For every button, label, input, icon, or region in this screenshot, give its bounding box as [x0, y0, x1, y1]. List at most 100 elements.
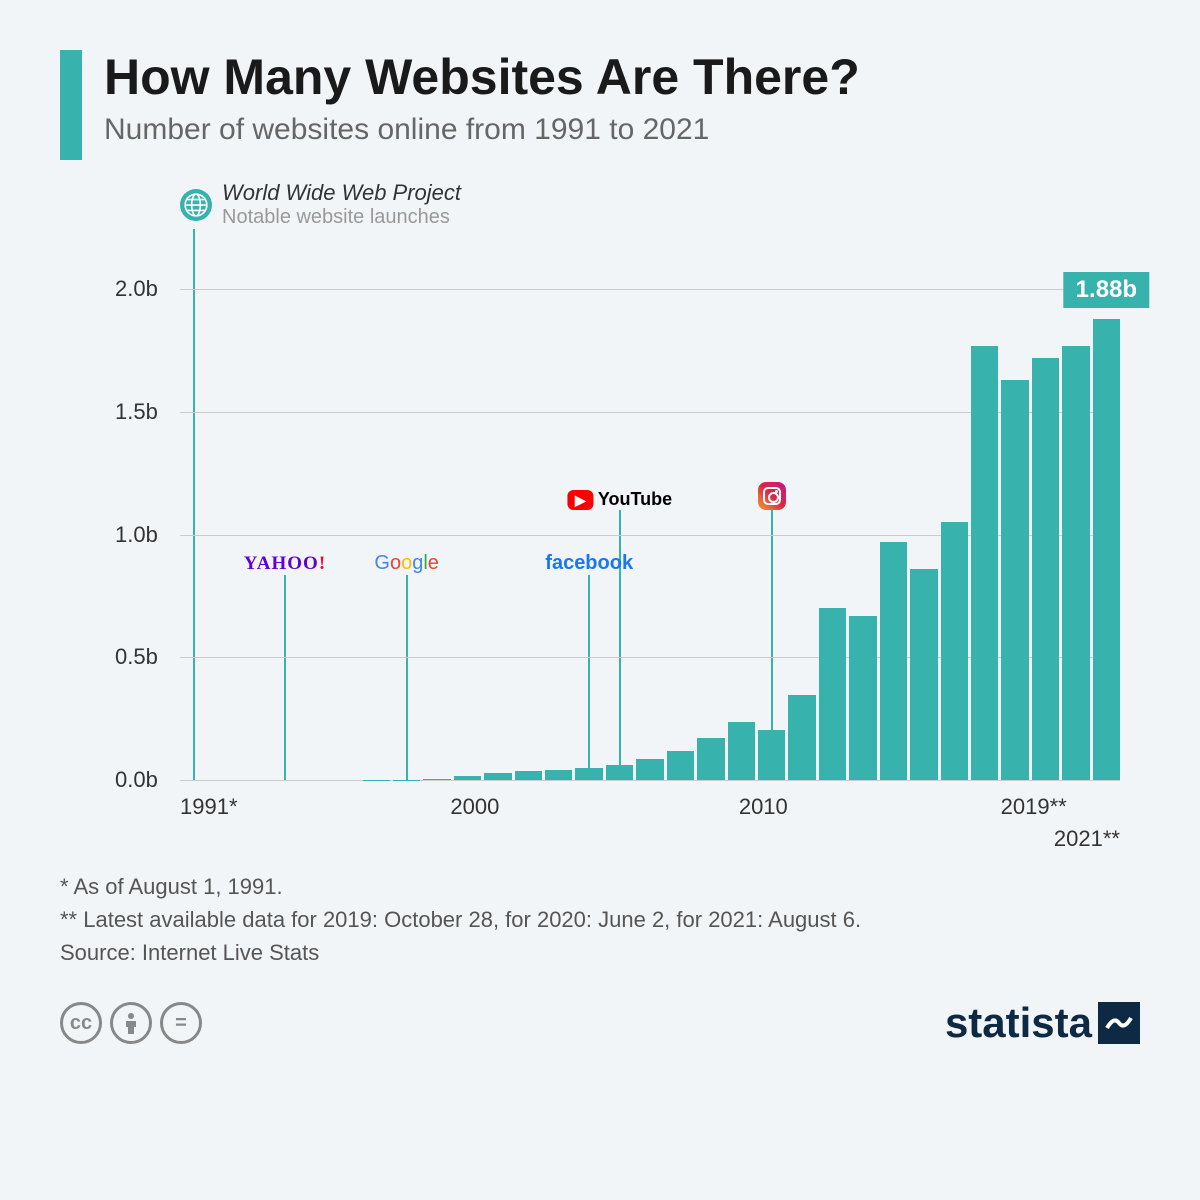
bar-2002	[515, 240, 542, 780]
legend-sub: Notable website launches	[222, 206, 461, 229]
x-tick	[894, 794, 921, 820]
footnote-1: * As of August 1, 1991.	[60, 870, 1140, 903]
bar-1999	[423, 240, 450, 780]
by-icon	[110, 1002, 152, 1044]
bar	[1032, 358, 1059, 780]
bar	[454, 776, 481, 780]
cc-icon: cc	[60, 1002, 102, 1044]
google-line	[406, 575, 408, 780]
footnote-3: Source: Internet Live Stats	[60, 936, 1140, 969]
x-tick	[579, 794, 606, 820]
x-tick	[974, 794, 1001, 820]
x-tick: 2010	[739, 794, 788, 820]
x-tick	[659, 794, 686, 820]
chart-title: How Many Websites Are There?	[104, 50, 860, 105]
bar-2005: ▶YouTube	[606, 240, 633, 780]
bar-2020	[1062, 240, 1089, 780]
bar	[515, 771, 542, 780]
bar	[484, 773, 511, 780]
x-tick	[632, 794, 659, 820]
header-accent-bar	[60, 50, 82, 160]
facebook-line	[588, 575, 590, 780]
footnotes: * As of August 1, 1991. ** Latest availa…	[60, 870, 1140, 969]
x-tick	[947, 794, 974, 820]
bar-2018	[1001, 240, 1028, 780]
legend: World Wide Web Project Notable website l…	[180, 180, 461, 229]
x-tick	[788, 794, 815, 820]
x-tick	[1067, 794, 1094, 820]
x-tick	[1093, 794, 1120, 820]
bar	[910, 569, 937, 780]
bar-1994: YAHOO!	[271, 240, 298, 780]
footnote-2: ** Latest available data for 2019: Octob…	[60, 903, 1140, 936]
chart-area: World Wide Web Project Notable website l…	[120, 200, 1120, 840]
bar-2003	[545, 240, 572, 780]
youtube-line	[619, 510, 621, 780]
bar-2021: 1.88b	[1093, 240, 1120, 780]
bar-2004: facebook	[575, 240, 602, 780]
x-tick: 2019**	[1001, 794, 1067, 820]
bar	[941, 522, 968, 780]
bar	[788, 695, 815, 780]
x-tick	[499, 794, 526, 820]
x-tick	[264, 794, 291, 820]
x-tick	[553, 794, 580, 820]
bar-2011	[788, 240, 815, 780]
instagram-icon	[758, 482, 786, 510]
x-tick	[841, 794, 868, 820]
x-tick	[686, 794, 713, 820]
bar	[1062, 346, 1089, 780]
bar	[849, 616, 876, 780]
bar-2009	[728, 240, 755, 780]
bar-2010	[758, 240, 785, 780]
statista-logo: statista	[945, 999, 1140, 1047]
y-tick-label: 1.5b	[115, 399, 158, 425]
bar-2000	[454, 240, 481, 780]
x-tick	[712, 794, 739, 820]
value-badge: 1.88b	[1064, 272, 1149, 308]
bar	[545, 770, 572, 780]
x-tick	[424, 794, 451, 820]
x-tick	[344, 794, 371, 820]
x-tick	[814, 794, 841, 820]
bar	[1001, 380, 1028, 780]
grid-line	[180, 780, 1120, 781]
bar	[667, 751, 694, 780]
y-tick-label: 0.5b	[115, 644, 158, 670]
bar	[636, 759, 663, 780]
bar-2017	[971, 240, 998, 780]
bar-2014	[880, 240, 907, 780]
chart-subtitle: Number of websites online from 1991 to 2…	[104, 113, 860, 147]
bar-1995	[302, 240, 329, 780]
x-label-2021: 2021**	[1054, 826, 1120, 852]
bar-2013	[849, 240, 876, 780]
x-tick: 1991*	[180, 794, 238, 820]
y-tick-label: 1.0b	[115, 522, 158, 548]
x-axis: 1991*200020102019**	[180, 794, 1120, 820]
bar-2001	[484, 240, 511, 780]
x-tick	[291, 794, 318, 820]
x-tick	[606, 794, 633, 820]
statista-wave-icon	[1098, 1002, 1140, 1044]
bar-2015	[910, 240, 937, 780]
x-tick	[317, 794, 344, 820]
globe-icon	[180, 189, 212, 221]
plot: 0.0b0.5b1.0b1.5b2.0b YAHOO!Googlefaceboo…	[180, 240, 1120, 780]
bar	[971, 346, 998, 780]
bar	[1093, 319, 1120, 780]
bar-1997	[363, 240, 390, 780]
bar-2008	[697, 240, 724, 780]
bar	[423, 779, 450, 780]
bar-2012	[819, 240, 846, 780]
bar-2016	[941, 240, 968, 780]
bar-2006	[636, 240, 663, 780]
header: How Many Websites Are There? Number of w…	[60, 50, 1140, 160]
bar-1993	[241, 240, 268, 780]
x-tick	[238, 794, 265, 820]
license-icons: cc =	[60, 1002, 202, 1044]
yahoo-line	[284, 575, 286, 780]
x-tick	[371, 794, 398, 820]
bar	[728, 722, 755, 780]
bar	[575, 768, 602, 780]
x-tick	[921, 794, 948, 820]
